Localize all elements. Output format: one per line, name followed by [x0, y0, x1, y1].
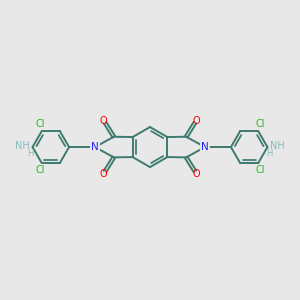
Text: O: O — [100, 169, 107, 178]
Text: N: N — [91, 142, 99, 152]
Text: Cl: Cl — [255, 119, 265, 129]
Text: O: O — [193, 169, 200, 178]
Text: O: O — [193, 116, 200, 126]
Text: Cl: Cl — [35, 119, 45, 129]
Text: N: N — [201, 142, 209, 152]
Text: O: O — [100, 116, 107, 126]
Text: H: H — [28, 149, 34, 158]
Text: H: H — [266, 149, 273, 158]
Text: NH: NH — [15, 141, 30, 151]
Text: Cl: Cl — [35, 165, 45, 175]
Text: Cl: Cl — [255, 165, 265, 175]
Text: NH: NH — [270, 141, 285, 151]
